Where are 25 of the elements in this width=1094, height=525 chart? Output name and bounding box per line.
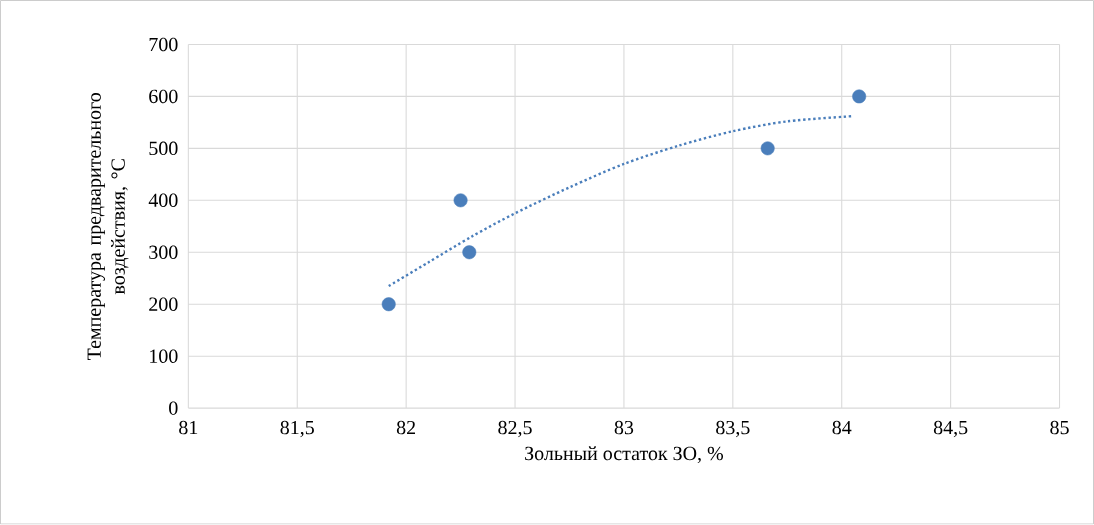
line-series bbox=[387, 115, 854, 288]
x-tick-label: 81 bbox=[179, 421, 198, 435]
point bbox=[462, 245, 477, 260]
x-tick-label: 81,5 bbox=[280, 421, 314, 438]
y-tick-label: 0 bbox=[169, 401, 178, 416]
x-tick-label: 82,5 bbox=[498, 421, 532, 438]
y-tick-label: 400 bbox=[148, 193, 178, 208]
point bbox=[381, 297, 396, 312]
x-tick-label: 84 bbox=[832, 421, 852, 435]
x-tick-label: 82 bbox=[396, 421, 416, 435]
point bbox=[453, 193, 468, 208]
y-axis-title: Температура предварительного воздействия, °C bbox=[87, 93, 129, 361]
y-tick-label: 700 bbox=[149, 37, 178, 52]
x-tick-label: 84,5 bbox=[933, 421, 968, 438]
y-tick-label: 100 bbox=[150, 349, 178, 364]
x-tick-label: 83 bbox=[614, 421, 634, 435]
x-axis-title: Зольный остаток ЗО, % bbox=[525, 446, 724, 464]
y-tick-label: 500 bbox=[149, 141, 178, 156]
point bbox=[760, 141, 775, 156]
y-tick-label: 200 bbox=[149, 297, 178, 312]
y-tick-label: 300 bbox=[149, 245, 178, 260]
x-tick-label: 83,5 bbox=[716, 421, 750, 438]
y-tick-label: 600 bbox=[149, 89, 178, 104]
point bbox=[852, 89, 867, 104]
x-tick-label: 85 bbox=[1050, 421, 1069, 435]
